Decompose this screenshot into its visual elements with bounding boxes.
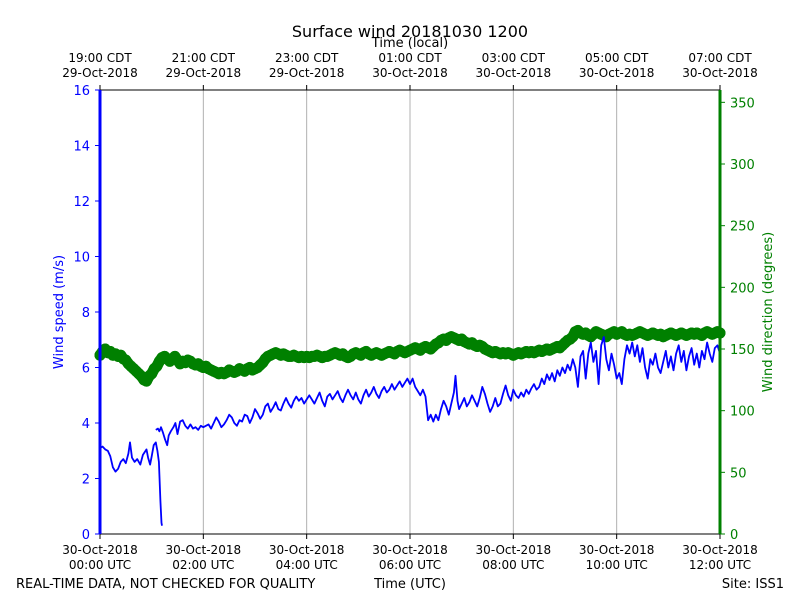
x-tick-label-bottom-date: 30-Oct-2018 <box>62 543 138 557</box>
x-axis-label: Time (UTC) <box>373 577 446 592</box>
x-tick-label-top-time: 21:00 CDT <box>172 51 236 65</box>
x-tick-label-top-date: 30-Oct-2018 <box>682 66 758 80</box>
y-tick-label-right: 200 <box>730 281 755 296</box>
x-tick-label-bottom-date: 30-Oct-2018 <box>166 543 242 557</box>
x-tick-label-top-date: 30-Oct-2018 <box>372 66 448 80</box>
axes <box>95 85 725 539</box>
x-tick-label-bottom-time: 08:00 UTC <box>482 558 544 572</box>
y-tick-label-right: 250 <box>730 220 755 235</box>
x-tick-label-top-date: 29-Oct-2018 <box>166 66 242 80</box>
y-axis-label-left: Wind speed (m/s) <box>52 255 67 369</box>
x-tick-label-top-date: 29-Oct-2018 <box>269 66 345 80</box>
x-tick-label-top-time: 05:00 CDT <box>585 51 649 65</box>
x-tick-label-bottom-time: 10:00 UTC <box>586 558 648 572</box>
x-tick-label-bottom-date: 30-Oct-2018 <box>682 543 758 557</box>
top-axis-label: Time (local) <box>371 36 448 51</box>
x-tick-label-bottom-time: 04:00 UTC <box>276 558 338 572</box>
x-tick-label-bottom-date: 30-Oct-2018 <box>579 543 655 557</box>
y-tick-label-right: 0 <box>730 528 738 543</box>
x-tick-label-bottom-time: 02:00 UTC <box>172 558 234 572</box>
x-tick-label-top-time: 01:00 CDT <box>378 51 442 65</box>
x-tick-label-bottom-time: 00:00 UTC <box>69 558 131 572</box>
x-tick-label-top-time: 19:00 CDT <box>68 51 132 65</box>
x-tick-label-bottom-date: 30-Oct-2018 <box>269 543 345 557</box>
y-tick-label-right: 100 <box>730 405 755 420</box>
x-tick-label-top-time: 23:00 CDT <box>275 51 339 65</box>
y-tick-label-right: 300 <box>730 158 755 173</box>
y-tick-label-left: 0 <box>82 528 90 543</box>
y-tick-label-left: 2 <box>82 473 90 488</box>
y-tick-label-left: 14 <box>73 140 90 155</box>
x-tick-label-top-date: 30-Oct-2018 <box>476 66 552 80</box>
wind-speed-series <box>99 336 721 526</box>
x-tick-label-bottom-date: 30-Oct-2018 <box>476 543 552 557</box>
x-tick-label-top-time: 03:00 CDT <box>482 51 546 65</box>
wind-direction-series <box>94 325 726 387</box>
x-tick-label-bottom-date: 30-Oct-2018 <box>372 543 448 557</box>
x-tick-label-bottom-time: 06:00 UTC <box>379 558 441 572</box>
x-tick-label-top-time: 07:00 CDT <box>688 51 752 65</box>
y-axis-label-right: Wind direction (degrees) <box>761 232 776 392</box>
y-tick-label-right: 350 <box>730 96 755 111</box>
chart-title: Surface wind 20181030 1200 <box>292 22 528 41</box>
y-tick-label-right: 50 <box>730 466 747 481</box>
y-tick-label-right: 150 <box>730 343 755 358</box>
y-tick-label-left: 8 <box>82 306 90 321</box>
quality-notice: REAL-TIME DATA, NOT CHECKED FOR QUALITY <box>16 577 315 592</box>
wind-speed-line <box>155 336 721 447</box>
y-tick-label-left: 16 <box>73 84 90 99</box>
x-tick-label-top-date: 30-Oct-2018 <box>579 66 655 80</box>
gridlines <box>202 90 618 534</box>
y-tick-label-left: 10 <box>73 251 90 266</box>
y-tick-label-left: 4 <box>82 417 90 432</box>
site-label: Site: ISS1 <box>722 577 784 592</box>
wind-speed-line <box>99 441 163 526</box>
x-tick-label-bottom-time: 12:00 UTC <box>689 558 751 572</box>
x-tick-label-top-date: 29-Oct-2018 <box>62 66 138 80</box>
y-tick-label-left: 12 <box>73 195 90 210</box>
y-tick-label-left: 6 <box>82 362 90 377</box>
